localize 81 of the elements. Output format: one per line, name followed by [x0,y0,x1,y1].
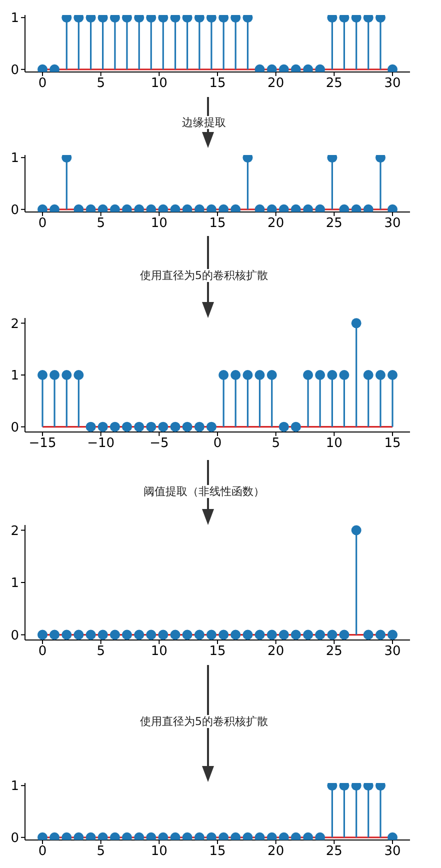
point [86,422,96,432]
point [206,422,216,432]
x-tick-label: 30 [384,844,401,860]
x-tick-label: 25 [326,76,342,92]
x-tick-label: 10 [150,76,168,92]
x-tick-label: 15 [209,644,226,660]
point [351,318,362,328]
point [50,370,60,380]
point [290,422,301,432]
point [363,370,374,380]
y-tick-label: 2 [10,316,19,332]
x-tick-label: 5 [96,76,105,92]
x-tick-label: 15 [209,76,226,92]
x-tick-label: 20 [268,76,284,92]
x-tick-label: 30 [384,644,401,660]
point [230,370,241,380]
x-tick-label: 10 [150,644,168,660]
x-tick-label: 5 [272,436,280,452]
x-tick-label: 15 [384,436,401,452]
x-tick-label: 25 [326,644,342,660]
text: 边缘提取 [181,116,227,129]
point [327,370,338,380]
text: 使用直径为5的卷积核扩散 [139,715,269,728]
y-tick-label: 0 [10,203,19,218]
point [315,370,326,380]
point [62,370,72,380]
x-tick-label: 20 [268,644,284,660]
y-tick-label: 0 [10,628,19,644]
point [122,422,132,432]
x-tick-label: 15 [209,216,226,232]
y-tick-label: 0 [10,420,19,436]
x-tick-label: 0 [38,76,47,92]
x-tick-label: 5 [96,644,105,660]
y-tick-label: 0 [10,831,19,846]
text: 使用直径为5的卷积核扩散 [139,269,269,282]
y-tick-label: 0 [10,63,19,78]
x-tick-label: 5 [96,844,105,860]
x-tick-label: 0 [38,216,47,232]
y-tick-label: 1 [10,576,19,592]
y-tick-label: 1 [10,779,19,794]
y-tick-label: 1 [10,11,19,26]
point [158,422,168,432]
point [218,370,229,380]
point [182,422,192,432]
x-tick-label: −15 [28,436,56,452]
point [146,422,156,432]
x-tick-label: 10 [326,436,342,452]
point [388,370,398,380]
point [375,370,386,380]
point [254,370,265,380]
point [303,370,314,380]
point [110,422,120,432]
point [242,370,253,380]
point [38,370,48,380]
x-tick-label: 10 [150,216,168,232]
x-tick-label: 0 [38,844,47,860]
x-tick-label: 20 [268,216,284,232]
point [339,370,350,380]
point [278,422,289,432]
point [170,422,180,432]
x-tick-label: 10 [150,844,168,860]
text: 阈值提取（非线性函数） [142,485,266,498]
x-tick-label: 30 [384,76,401,92]
x-tick-label: 25 [326,216,342,232]
y-tick-label: 2 [10,524,19,539]
x-tick-label: −10 [87,436,115,452]
x-tick-label: −5 [150,436,169,452]
y-tick-label: 1 [10,368,19,384]
point [98,422,108,432]
point [266,370,277,380]
x-tick-label: 30 [384,216,401,232]
y-tick-label: 1 [10,151,19,166]
point [194,422,204,432]
x-tick-label: 25 [326,844,342,860]
x-tick-label: 0 [213,436,222,452]
point [74,370,84,380]
point [134,422,144,432]
x-tick-label: 20 [268,844,284,860]
x-tick-label: 0 [38,644,47,660]
x-tick-label: 15 [209,844,226,860]
x-tick-label: 5 [96,216,105,232]
